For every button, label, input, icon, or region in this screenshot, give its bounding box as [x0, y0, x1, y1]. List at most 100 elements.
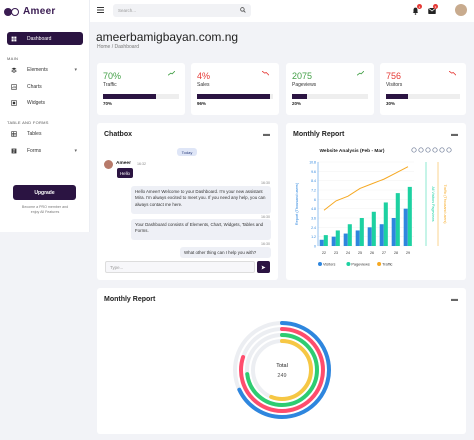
- sidebar-item-widgets[interactable]: Widgets: [7, 96, 83, 109]
- upgrade-button[interactable]: Upgrade: [13, 185, 76, 200]
- sidebar-item-label: Elements: [27, 66, 48, 73]
- x-tick-label: 26: [370, 251, 374, 255]
- sidebar-item-forms[interactable]: Forms ▾: [7, 144, 83, 157]
- bar-visitors: [319, 239, 324, 246]
- stat-card: 70% Traffic 70%: [97, 63, 185, 115]
- x-tick-label: 27: [382, 251, 386, 255]
- sidebar-item-label: Widgets: [27, 99, 46, 106]
- message-badge: 3: [433, 4, 438, 9]
- y-tick-label: 3.6: [311, 217, 316, 221]
- zoom-in-icon: [411, 147, 417, 153]
- message-time: 16:30: [261, 242, 270, 246]
- section-label-main: MAIN: [7, 56, 19, 61]
- sidebar-item-label: Charts: [27, 83, 42, 90]
- chevron-down-icon: ▾: [74, 147, 77, 154]
- legend-marker: [377, 262, 382, 266]
- legend-label: Traffic: [382, 263, 392, 267]
- stat-label: Visitors: [386, 82, 403, 88]
- ring-arc: [251, 339, 313, 401]
- progress-fill: [386, 94, 409, 99]
- promo-line-1: Become a PRO member and: [21, 205, 69, 209]
- date-divider: Today: [177, 148, 197, 156]
- legend-label: Pageviews: [351, 263, 369, 267]
- widgets-icon: [11, 99, 17, 106]
- progress-fill: [103, 94, 157, 99]
- chart-title: Website Analysis (Feb - Mar): [319, 148, 384, 154]
- stat-value: 4%: [197, 71, 211, 81]
- y-tick-label: 6: [314, 198, 316, 202]
- sidebar-item-label: Forms: [27, 147, 42, 154]
- sidebar-item-label: Tables: [27, 130, 42, 137]
- monthly-report-card: Monthly Report ▬: [286, 123, 466, 280]
- pan-icon: [432, 147, 438, 153]
- bar-visitors: [391, 218, 396, 246]
- search-icon[interactable]: [240, 7, 246, 13]
- avatar[interactable]: [455, 4, 467, 16]
- layers-icon: [11, 67, 17, 73]
- progress-bar: [292, 94, 368, 99]
- bar-pageviews: [323, 235, 328, 246]
- stat-card: 2075 Pageviews 20%: [286, 63, 374, 115]
- stat-label: Traffic: [103, 82, 117, 88]
- y-axis-label: Report (Thousand users): [295, 182, 299, 225]
- progress-bar: [386, 94, 460, 99]
- chat-message: What other thing can I help you with?: [180, 247, 271, 258]
- y-tick-label: 8.4: [311, 179, 316, 183]
- sidebar-item-dashboard[interactable]: Dashboard: [7, 32, 83, 45]
- bar-pageviews: [395, 193, 400, 246]
- sidebar-item-elements[interactable]: Elements ▾: [7, 63, 83, 76]
- bar-pageviews: [335, 230, 340, 246]
- stat-value: 756: [386, 71, 402, 81]
- sidebar-item-tables[interactable]: Tables: [7, 127, 83, 140]
- stat-label: Pageviews: [292, 82, 317, 88]
- menu-icon[interactable]: [97, 7, 104, 13]
- x-tick-label: 28: [394, 251, 398, 255]
- message-time: 16:30: [261, 215, 270, 219]
- card-title: Chatbox: [104, 131, 132, 138]
- chat-input[interactable]: Type...: [105, 261, 255, 273]
- x-tick-label: 24: [346, 251, 350, 255]
- logo-mark-ring: [11, 7, 19, 16]
- message-time: 16:32: [137, 162, 146, 166]
- mail-icon[interactable]: [428, 8, 436, 14]
- y-axis-label-right: All Visitors Pageviews: [431, 186, 435, 221]
- y-tick-label: 0: [314, 245, 316, 249]
- breadcrumb-separator: /: [111, 44, 114, 50]
- bar-visitors: [343, 233, 348, 246]
- more-icon[interactable]: ▬: [451, 131, 458, 138]
- form-icon: [11, 148, 17, 153]
- home-icon: [439, 147, 445, 153]
- more-icon[interactable]: ▬: [451, 296, 458, 303]
- bar-visitors: [367, 227, 372, 246]
- table-icon: [11, 130, 17, 137]
- bell-icon[interactable]: [412, 7, 419, 15]
- logo-text: Ameer: [23, 6, 56, 17]
- stat-percent: 70%: [103, 101, 113, 106]
- bar-visitors: [379, 224, 384, 246]
- ring-arc: [245, 333, 319, 407]
- stat-percent: 30%: [386, 101, 396, 106]
- bar-pageviews: [359, 218, 364, 246]
- breadcrumb-home[interactable]: Home: [97, 44, 111, 50]
- progress-fill: [292, 94, 308, 99]
- trend-down-icon: [449, 71, 456, 76]
- card-title: Monthly Report: [293, 131, 345, 138]
- legend-label: Visitors: [323, 263, 335, 267]
- more-icon[interactable]: ▬: [263, 131, 270, 138]
- bar-pageviews: [347, 224, 352, 246]
- send-button[interactable]: [257, 261, 270, 273]
- stat-percent: 20%: [292, 101, 302, 106]
- radial-chart: [233, 321, 331, 419]
- search-placeholder: Search...: [118, 8, 137, 13]
- stat-percent: 96%: [197, 101, 207, 106]
- bar-pageviews: [407, 186, 412, 246]
- zoom-out-icon: [418, 147, 424, 153]
- sidebar-item-charts[interactable]: Charts: [7, 80, 83, 93]
- message-time: 16:30: [261, 181, 270, 185]
- logo[interactable]: Ameer: [4, 6, 56, 17]
- x-tick-label: 25: [358, 251, 362, 255]
- search-input[interactable]: Search...: [113, 4, 251, 17]
- x-tick-label: 23: [334, 251, 338, 255]
- stat-card: 4% Sales 96%: [191, 63, 279, 115]
- sidebar: Ameer Dashboard MAIN Elements ▾ Charts W…: [0, 0, 90, 232]
